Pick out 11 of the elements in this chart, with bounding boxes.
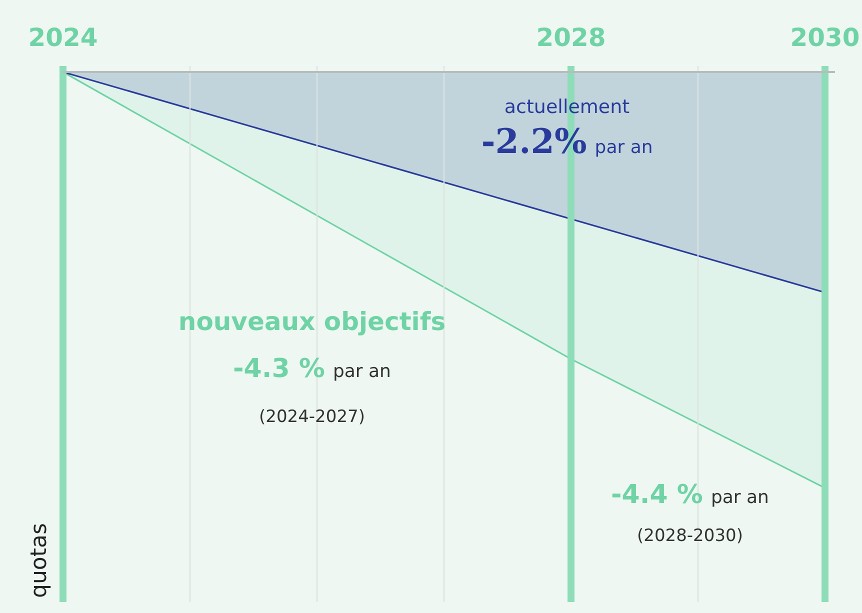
text: (2028-2030) (637, 526, 743, 546)
annotation: -2.2% par an (481, 122, 653, 162)
annotation: nouveaux objectifs (178, 307, 446, 336)
x-tick-label: 2030 (790, 23, 860, 52)
x-tick-label: 2024 (28, 23, 98, 52)
x-tick-label: 2028 (536, 23, 606, 52)
y-axis-title: quotas (27, 523, 52, 598)
annotation: (2024-2027) (259, 407, 365, 427)
annotation: -4.4 % par an (611, 480, 769, 510)
annotation: actuellement (504, 96, 630, 118)
annotation: -4.3 % par an (233, 354, 391, 384)
